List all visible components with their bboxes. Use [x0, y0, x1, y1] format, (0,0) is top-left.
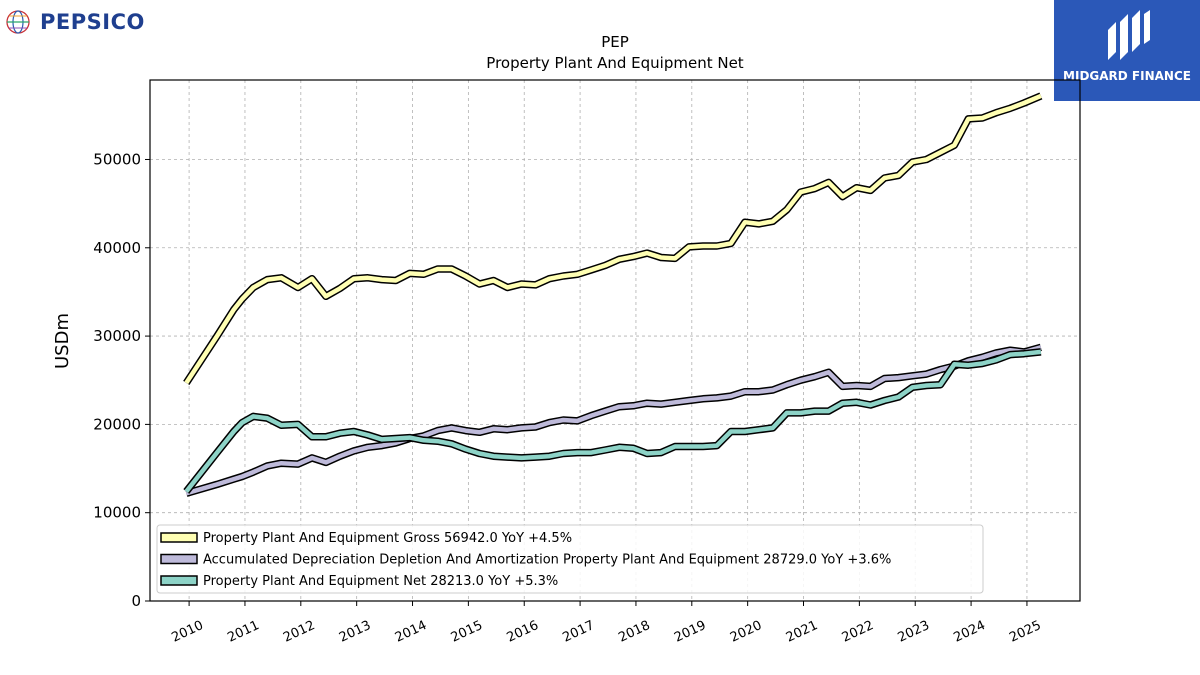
x-tick-label: 2018	[616, 618, 652, 646]
x-tick-label: 2021	[784, 618, 820, 646]
plot-frame	[149, 79, 1081, 602]
legend-swatch	[160, 532, 198, 543]
legend-swatch	[160, 575, 198, 586]
y-tick-label: 50000	[93, 150, 141, 168]
series-group	[183, 92, 1043, 497]
globe-icon	[6, 10, 30, 34]
series-line-outline	[185, 343, 1042, 497]
legend: Property Plant And Equipment Gross 56942…	[156, 524, 984, 594]
y-tick-label: 0	[131, 592, 141, 610]
pepsico-logo: PEPSICO	[4, 8, 145, 36]
x-tick-label: 2013	[337, 618, 373, 646]
y-tick-label: 30000	[93, 327, 141, 345]
legend-entry-label: Property Plant And Equipment Gross 56942…	[203, 531, 572, 546]
series-line	[184, 349, 1042, 493]
x-tick-label: 2019	[672, 618, 708, 646]
pepsico-wordmark: PEPSICO	[40, 10, 145, 34]
chart-subtitle: Property Plant And Equipment Net	[486, 54, 743, 72]
y-axis-label: USDm	[52, 313, 73, 369]
x-tick-label: 2014	[393, 618, 429, 646]
midgard-mark-icon	[1108, 10, 1150, 60]
series-line	[184, 93, 1042, 385]
midgard-finance-logo: MIDGARD FINANCE	[1054, 0, 1200, 101]
x-tick-label: 2024	[951, 618, 987, 646]
x-tick-label: 2010	[169, 618, 205, 646]
x-tick-label: 2011	[225, 618, 261, 646]
chart-title: PEP	[601, 33, 629, 51]
x-tick-label: 2015	[449, 618, 485, 646]
grid-lines	[150, 80, 1080, 602]
x-tick-label: 2012	[281, 618, 317, 646]
x-tick-label: 2017	[560, 618, 596, 646]
y-tick-label: 20000	[93, 415, 141, 433]
x-tick-label: 2016	[505, 618, 541, 646]
legend-entry-label: Property Plant And Equipment Net 28213.0…	[203, 574, 558, 589]
x-tick-label: 2020	[728, 618, 764, 646]
series-line	[185, 345, 1042, 496]
legend-entry-label: Accumulated Depreciation Depletion And A…	[203, 553, 891, 568]
y-tick-label: 40000	[93, 239, 141, 257]
x-tick-label: 2023	[896, 618, 932, 646]
x-tick-label: 2022	[840, 618, 876, 646]
midgard-wordmark: MIDGARD FINANCE	[1063, 69, 1191, 83]
legend-box	[156, 524, 984, 594]
y-tick-label: 10000	[93, 504, 141, 522]
legend-swatch	[160, 553, 198, 565]
series-line-outline	[183, 92, 1043, 385]
x-tick-label: 2025	[1007, 618, 1043, 646]
